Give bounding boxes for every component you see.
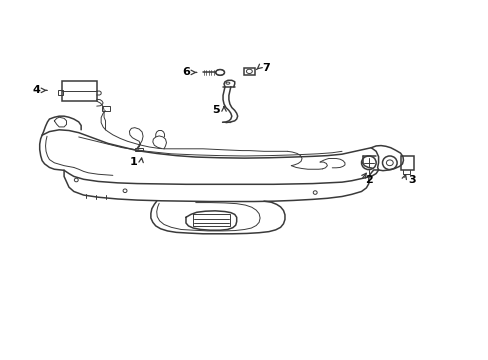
Text: 2: 2	[364, 175, 372, 185]
Text: 5: 5	[212, 105, 220, 115]
Text: 4: 4	[32, 85, 40, 95]
Text: 6: 6	[182, 67, 189, 77]
Text: 7: 7	[262, 63, 270, 73]
Text: 1: 1	[129, 157, 137, 167]
Text: 3: 3	[407, 175, 415, 185]
